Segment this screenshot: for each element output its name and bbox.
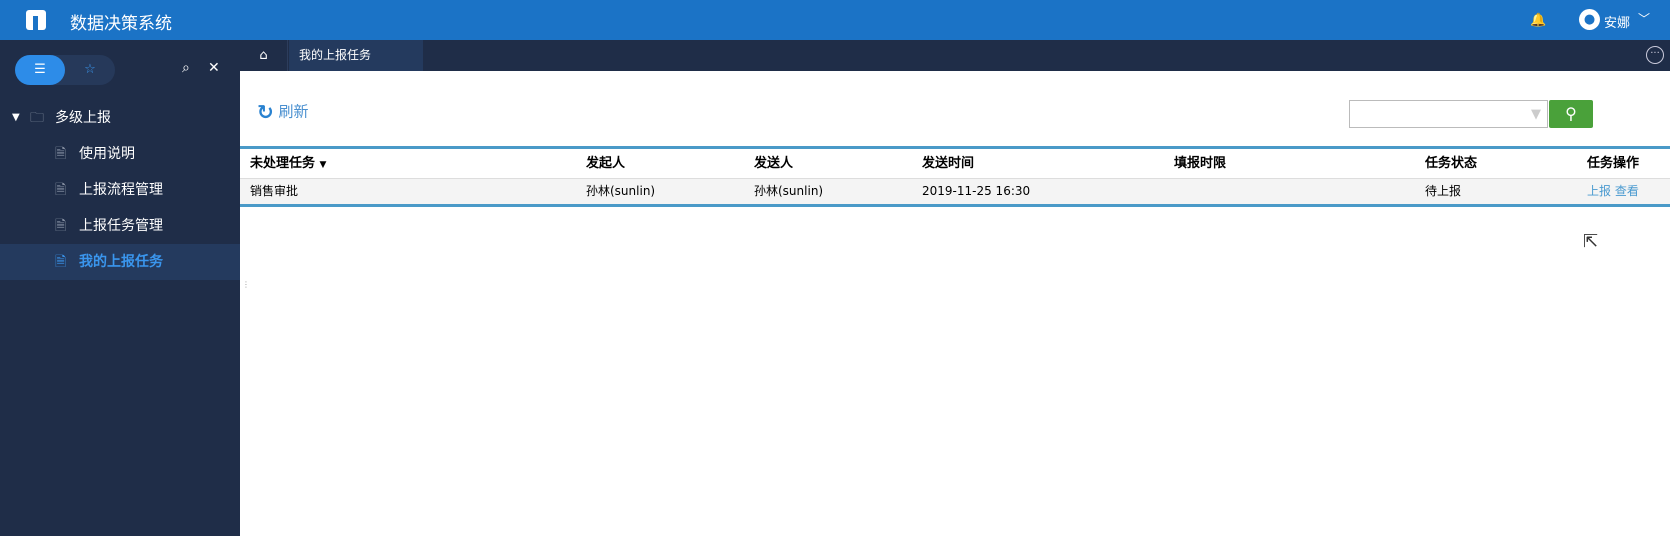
header-sender: 发送人: [754, 156, 794, 171]
chevron-down-icon[interactable]: ﹀: [1638, 12, 1651, 26]
sidebar-item-label: 上报任务管理: [79, 218, 163, 234]
sidebar-item-label: 我的上报任务: [79, 254, 163, 270]
top-bar: 数据决策系统 🔔 ● 安娜 ﹀: [0, 0, 1670, 40]
dropdown-arrow-icon[interactable]: ▼: [1531, 107, 1541, 122]
table-header: 未处理任务 ▼ 发起人 发送人 发送时间 填报时限 任务状态 任务操作: [240, 149, 1670, 179]
nav-tree: ▼ 🗀 多级上报 🗎 使用说明 🗎 上报流程管理 🗎 上报任务管理 🗎 我的上报任务: [0, 100, 240, 280]
sidebar-item-label: 上报流程管理: [79, 182, 163, 198]
header-label: 未处理任务: [250, 156, 316, 171]
unpin-icon[interactable]: ✕: [208, 60, 220, 76]
mouse-cursor-icon: ⇱: [1583, 231, 1599, 252]
folder-label: 多级上报: [55, 110, 111, 126]
search-icon: ⚲: [1565, 104, 1577, 123]
header-deadline: 填报时限: [1174, 156, 1227, 171]
sidebar-item-my-tasks[interactable]: 🗎 我的上报任务: [0, 244, 240, 280]
search-input[interactable]: ▼: [1349, 100, 1548, 128]
header-time: 发送时间: [922, 156, 975, 171]
refresh-button[interactable]: ↻ 刷新: [257, 100, 309, 124]
more-icon[interactable]: ···: [1646, 46, 1664, 64]
header-status: 任务状态: [1425, 156, 1478, 171]
resize-handle[interactable]: ⋮: [242, 280, 250, 289]
refresh-icon: ↻: [257, 100, 274, 124]
bell-icon[interactable]: 🔔: [1530, 13, 1547, 28]
search-icon[interactable]: ⌕: [182, 60, 190, 76]
tree-folder[interactable]: ▼ 🗀 多级上报: [0, 100, 240, 136]
search-button[interactable]: ⚲: [1549, 100, 1593, 128]
cell-status: 待上报: [1425, 184, 1462, 198]
cell-actions: 上报 查看: [1587, 179, 1639, 204]
folder-icon: 🗀: [30, 110, 44, 126]
refresh-label: 刷新: [278, 102, 309, 121]
tab-my-tasks[interactable]: 我的上报任务: [289, 40, 423, 71]
avatar[interactable]: ●: [1579, 9, 1600, 30]
caret-down-icon[interactable]: ▼: [12, 112, 20, 123]
app-logo: [26, 10, 46, 30]
app-title: 数据决策系统: [70, 14, 172, 34]
sidebar: ☰ ☆ ⌕ ✕ ▼ 🗀 多级上报 🗎 使用说明 🗎 上报流程管理 🗎 上报任务管理 🗎…: [0, 40, 240, 536]
star-icon[interactable]: ☆: [84, 62, 96, 77]
document-icon: 🗎: [55, 254, 67, 270]
sidebar-mode-toggle: ☰ ☆: [15, 55, 115, 85]
sidebar-item-flow[interactable]: 🗎 上报流程管理: [0, 172, 240, 208]
document-icon: 🗎: [55, 218, 67, 234]
header-task[interactable]: 未处理任务 ▼: [250, 149, 326, 180]
user-name[interactable]: 安娜: [1604, 16, 1631, 31]
document-icon: 🗎: [55, 182, 67, 198]
home-icon[interactable]: ⌂: [240, 40, 288, 71]
task-table: 未处理任务 ▼ 发起人 发送人 发送时间 填报时限 任务状态 任务操作 销售审批…: [240, 146, 1670, 207]
sidebar-item-label: 使用说明: [79, 146, 135, 162]
cell-sender: 孙林(sunlin): [754, 184, 824, 198]
cell-task: 销售审批: [250, 184, 299, 198]
table-row[interactable]: 销售审批 孙林(sunlin) 孙林(sunlin) 2019-11-25 16…: [240, 179, 1670, 204]
header-initiator: 发起人: [586, 156, 626, 171]
list-icon[interactable]: ☰: [15, 55, 65, 85]
view-link[interactable]: 查看: [1614, 184, 1639, 198]
report-link[interactable]: 上报: [1587, 184, 1612, 198]
sidebar-item-usage[interactable]: 🗎 使用说明: [0, 136, 240, 172]
cell-initiator: 孙林(sunlin): [586, 184, 656, 198]
tab-bar: ⌂ 我的上报任务 ···: [240, 40, 1670, 71]
cell-time: 2019-11-25 16:30: [922, 184, 1031, 198]
sidebar-item-tasks[interactable]: 🗎 上报任务管理: [0, 208, 240, 244]
sort-caret-icon[interactable]: ▼: [319, 160, 327, 170]
header-action: 任务操作: [1587, 156, 1640, 171]
document-icon: 🗎: [55, 146, 67, 162]
